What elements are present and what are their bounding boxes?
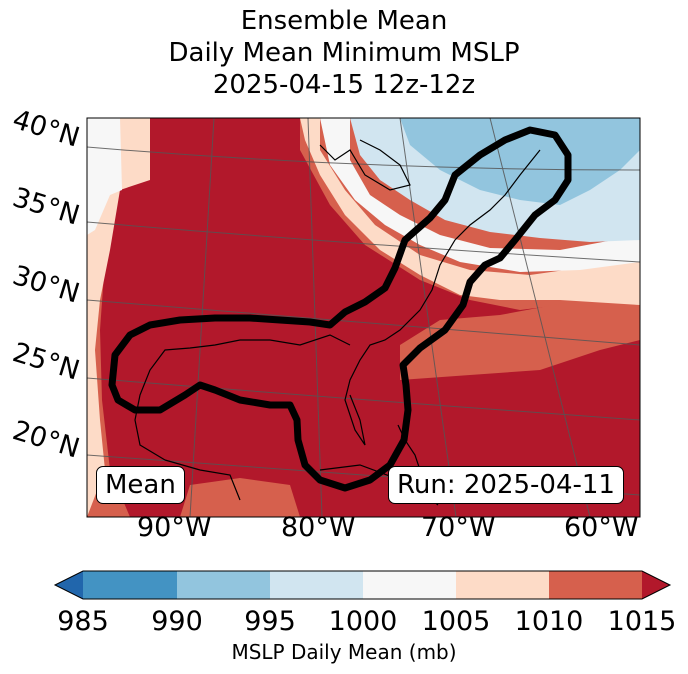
meridian-80 bbox=[307, 118, 323, 517]
lon-label-80: 80°W bbox=[281, 512, 356, 543]
meridian-60 bbox=[489, 118, 591, 517]
field-1005-1010 bbox=[87, 118, 150, 517]
coastlines bbox=[134, 139, 541, 506]
gulf-coast bbox=[134, 334, 351, 461]
colorbar-tick-995: 995 bbox=[244, 606, 296, 637]
colorbar-tick-1000: 1000 bbox=[328, 606, 398, 637]
colorbar-tick-1015: 1015 bbox=[607, 606, 677, 637]
colorbar-995-1000 bbox=[270, 571, 363, 599]
lon-label-60: 60°W bbox=[564, 512, 639, 543]
field-1005-1010-north bbox=[300, 118, 640, 305]
yucatan bbox=[164, 459, 241, 501]
field-1000-1005-north bbox=[320, 118, 640, 272]
run-date-box: Run: 2025-04-11 bbox=[388, 466, 624, 504]
colorbar bbox=[53, 570, 672, 600]
field-1010-1015-south bbox=[180, 478, 300, 517]
great-lakes bbox=[319, 139, 411, 191]
colorbar-985-990 bbox=[83, 571, 177, 599]
colorbar-tick-1010: 1010 bbox=[514, 606, 584, 637]
risk-contour bbox=[108, 126, 572, 492]
parallel-40 bbox=[87, 146, 640, 171]
map-frame bbox=[86, 117, 641, 518]
colorbar-tick-1005: 1005 bbox=[421, 606, 491, 637]
parallel-30 bbox=[87, 299, 640, 346]
colorbar-990-995 bbox=[177, 571, 270, 599]
title-line-2: Daily Mean Minimum MSLP bbox=[168, 38, 520, 68]
parallel-25 bbox=[87, 377, 640, 421]
pressure-field bbox=[87, 118, 640, 517]
colorbar-label: MSLP Daily Mean (mb) bbox=[231, 640, 457, 664]
colorbar-tick-990: 990 bbox=[151, 606, 203, 637]
lon-label-90: 90°W bbox=[137, 512, 212, 543]
colorbar-1005-1010 bbox=[456, 571, 549, 599]
parallel-35 bbox=[87, 221, 640, 263]
colorbar-1000-1005 bbox=[363, 571, 456, 599]
colorbar-tick-985: 985 bbox=[57, 606, 109, 637]
title-line-1: Ensemble Mean bbox=[240, 6, 448, 36]
colorbar-over bbox=[642, 571, 670, 599]
title-line-3: 2025-04-15 12z-12z bbox=[212, 70, 476, 100]
mean-label-box: Mean bbox=[96, 466, 185, 504]
colorbar-under bbox=[55, 571, 83, 599]
field-990-995 bbox=[400, 118, 640, 205]
colorbar-outline bbox=[53, 570, 672, 600]
lon-label-70: 70°W bbox=[421, 512, 496, 543]
us-east-coast bbox=[344, 149, 541, 446]
colorbar-1010-1015 bbox=[549, 571, 642, 599]
